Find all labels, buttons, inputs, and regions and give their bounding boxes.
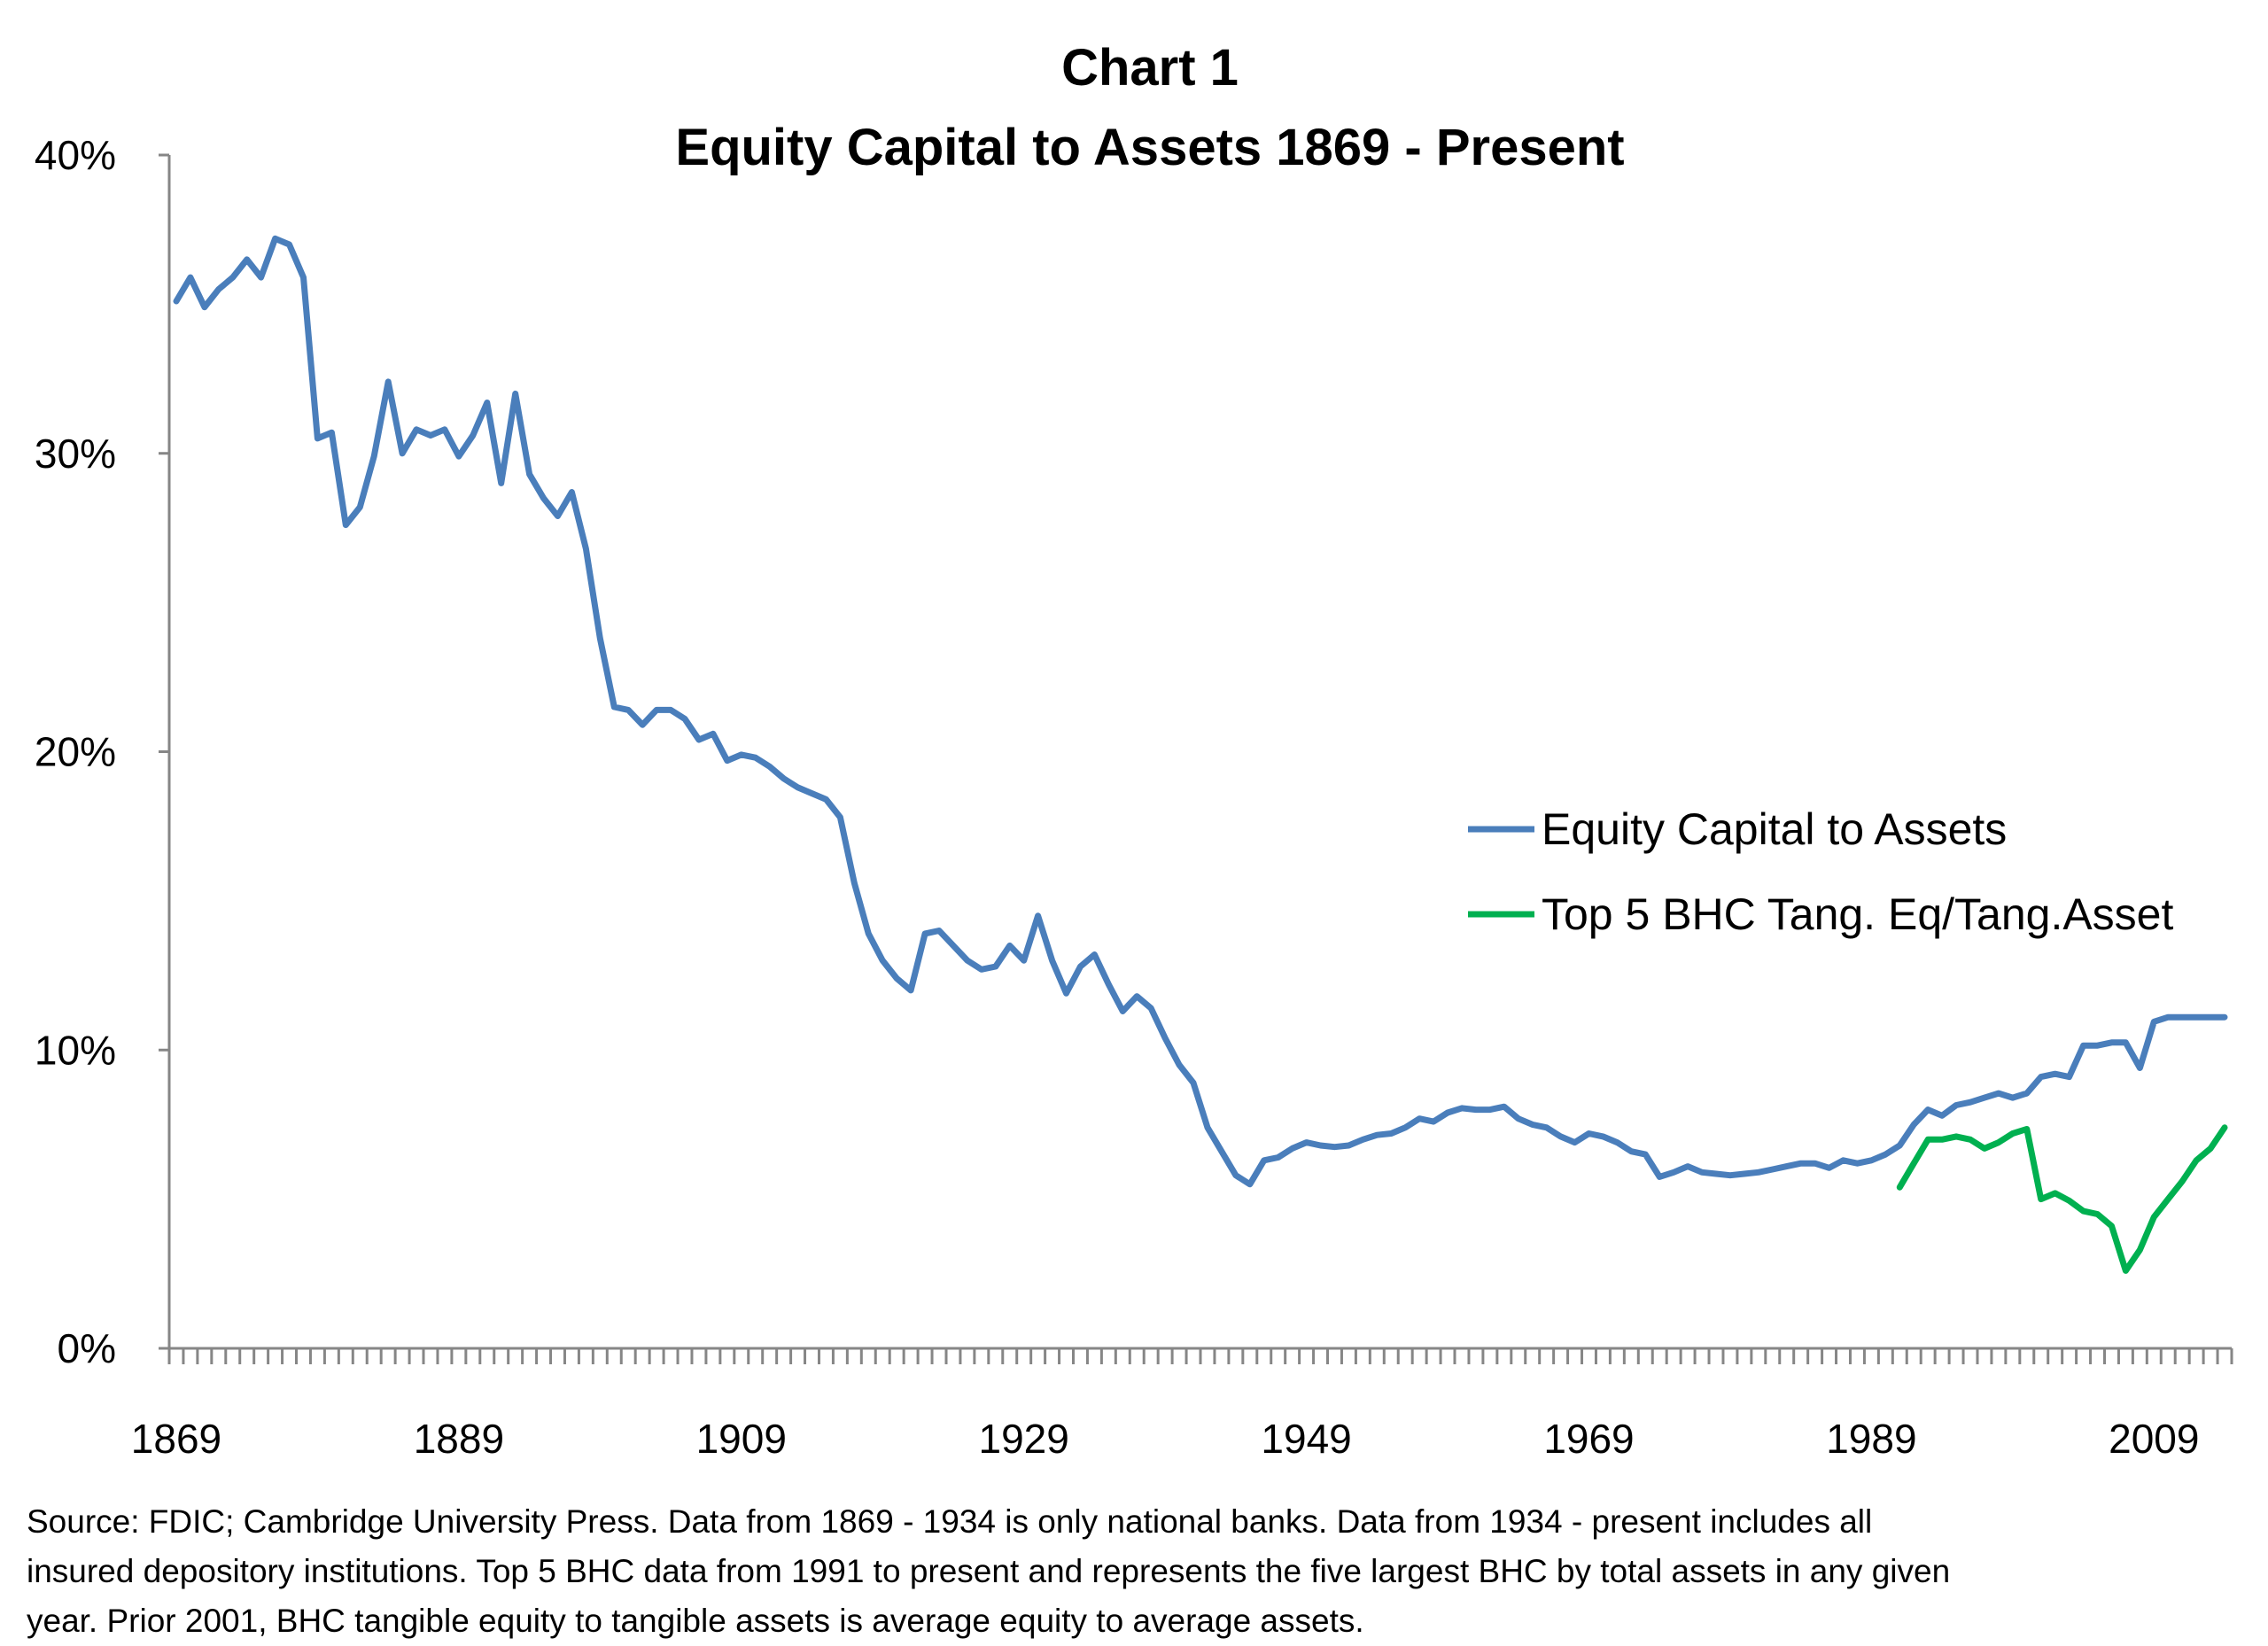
chart-title: Chart 1: [1061, 39, 1239, 97]
x-tick-label: 1869: [131, 1416, 221, 1462]
series-line-equity-capital: [176, 238, 2225, 1184]
source-line-3: year. Prior 2001, BHC tangible equity to…: [27, 1596, 2241, 1646]
series-line-top5-bhc: [1899, 1128, 2225, 1271]
source-line-2: insured depository institutions. Top 5 B…: [27, 1547, 2241, 1596]
series-layer: [176, 238, 2225, 1270]
axes: 0% 10% 20% 30% 40% 1869 1889 1909 1929 1949 1969 19…: [35, 132, 2232, 1462]
x-tick-label: 1949: [1261, 1416, 1351, 1462]
y-tick-label: 20%: [35, 729, 116, 775]
x-tick-label: 1969: [1543, 1416, 1634, 1462]
legend-label: Equity Capital to Assets: [1542, 804, 2007, 854]
y-tick-label: 10%: [35, 1027, 116, 1073]
x-tick-label: 1909: [696, 1416, 787, 1462]
x-tick-label: 1929: [979, 1416, 1069, 1462]
legend: Equity Capital to Assets Top 5 BHC Tang. …: [1468, 804, 2173, 939]
y-tick-label: 30%: [35, 431, 116, 477]
y-tick-label: 40%: [35, 132, 116, 178]
x-tick-label: 1889: [414, 1416, 504, 1462]
legend-label: Top 5 BHC Tang. Eq/Tang.Asset: [1542, 889, 2173, 939]
source-note: Source: FDIC; Cambridge University Press…: [27, 1497, 2241, 1646]
x-tick-label: 1989: [1826, 1416, 1916, 1462]
source-line-1: Source: FDIC; Cambridge University Press…: [27, 1497, 2241, 1547]
x-tick-label: 2009: [2109, 1416, 2199, 1462]
y-tick-label: 0%: [58, 1325, 116, 1371]
chart-subtitle: Equity Capital to Assets 1869 - Present: [675, 119, 1624, 176]
